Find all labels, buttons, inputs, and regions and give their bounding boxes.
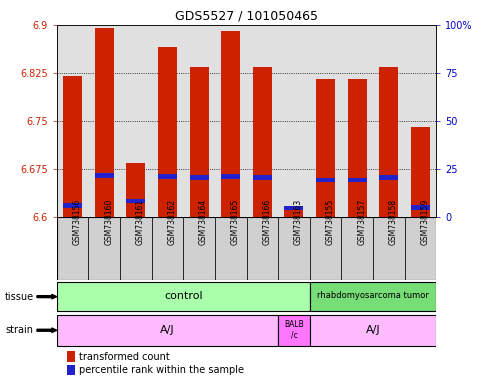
Bar (63, 76, 82, 217)
Bar (88, 217, 120, 280)
Bar (158, 174, 177, 179)
Bar (253, 175, 272, 179)
Bar (95, 28, 113, 217)
Bar (316, 178, 335, 182)
Bar (253, 66, 272, 217)
Bar (95, 173, 113, 177)
Bar (310, 315, 436, 346)
Bar (411, 205, 430, 210)
Text: tissue: tissue (5, 291, 34, 302)
Bar (310, 282, 436, 311)
Bar (158, 47, 177, 217)
Bar (348, 79, 367, 217)
Bar (120, 217, 152, 280)
Text: GSM738158: GSM738158 (389, 199, 398, 245)
Text: GSM738159: GSM738159 (421, 199, 429, 245)
Bar (411, 127, 430, 217)
Bar (246, 217, 278, 280)
Text: GSM738156: GSM738156 (72, 199, 81, 245)
Bar (341, 217, 373, 280)
Bar (310, 217, 341, 280)
Bar (278, 217, 310, 280)
Text: rhabdomyosarcoma tumor: rhabdomyosarcoma tumor (317, 291, 429, 301)
Text: GSM738166: GSM738166 (262, 199, 271, 245)
Bar (380, 175, 398, 179)
Text: percentile rank within the sample: percentile rank within the sample (79, 365, 244, 375)
Bar (221, 31, 240, 217)
Bar (284, 206, 304, 210)
Text: GSM738157: GSM738157 (357, 199, 366, 245)
Text: GSM738163: GSM738163 (294, 199, 303, 245)
Text: GSM738161: GSM738161 (136, 199, 145, 245)
Bar (215, 217, 246, 280)
Bar (405, 217, 436, 280)
Text: BALB
/c: BALB /c (284, 320, 304, 339)
Bar (278, 315, 310, 346)
Bar (189, 175, 209, 179)
Text: GSM738165: GSM738165 (231, 199, 240, 245)
Bar (63, 203, 82, 208)
Text: A/J: A/J (366, 324, 380, 334)
Text: control: control (164, 291, 203, 301)
Bar (189, 66, 209, 217)
Text: GSM738162: GSM738162 (168, 199, 176, 245)
Bar (284, 207, 304, 217)
Text: GSM738164: GSM738164 (199, 199, 208, 245)
Bar (373, 217, 405, 280)
Text: GSM738160: GSM738160 (104, 199, 113, 245)
Bar (183, 217, 215, 280)
Bar (57, 315, 278, 346)
Bar (348, 178, 367, 182)
Text: GDS5527 / 101050465: GDS5527 / 101050465 (175, 10, 318, 23)
Bar (221, 174, 240, 179)
Bar (126, 199, 145, 203)
Bar (380, 66, 398, 217)
Bar (126, 162, 145, 217)
Text: strain: strain (5, 325, 33, 335)
Text: transformed count: transformed count (79, 351, 170, 362)
Text: A/J: A/J (160, 324, 175, 334)
Bar (316, 79, 335, 217)
Bar (152, 217, 183, 280)
Text: GSM738155: GSM738155 (325, 199, 335, 245)
Bar (57, 282, 310, 311)
Bar (57, 217, 88, 280)
